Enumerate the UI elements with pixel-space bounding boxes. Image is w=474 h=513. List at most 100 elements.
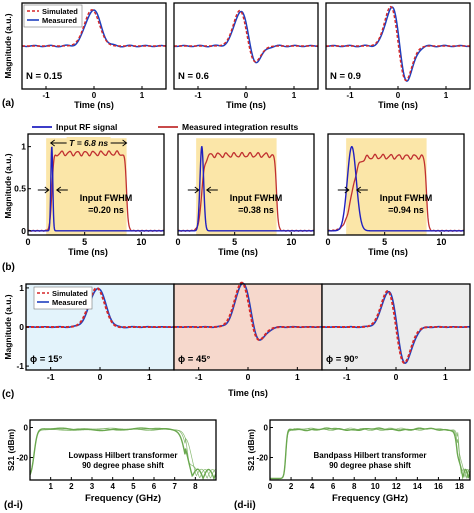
series-input bbox=[178, 146, 314, 232]
x-tick-label: 0 bbox=[98, 372, 103, 382]
fwhm-value: =0.94 ns bbox=[388, 205, 424, 215]
series-simulated bbox=[326, 5, 470, 82]
x-tick-label: 0 bbox=[394, 372, 399, 382]
ylabel: Magnitude (a.u.) bbox=[3, 153, 13, 218]
x-tick-label: -1 bbox=[42, 91, 50, 100]
x-tick-label: 5 bbox=[382, 237, 387, 247]
series-measured bbox=[173, 10, 319, 64]
x-tick-label: -1 bbox=[194, 91, 202, 100]
x-tick-label: -1 bbox=[47, 372, 55, 382]
annotation-title: Lowpass Hilbert transformer bbox=[69, 451, 178, 460]
xlabel: Frequency (GHz) bbox=[85, 493, 161, 504]
xlabel: Time (ns) bbox=[68, 247, 108, 257]
fwhm-arrow-right bbox=[205, 186, 218, 194]
plot-frame bbox=[177, 133, 315, 236]
x-tick-label: 4 bbox=[110, 482, 115, 491]
fwhm-arrow-left bbox=[37, 186, 50, 194]
x-tick-label: 5 bbox=[232, 237, 237, 247]
plot-frame bbox=[269, 419, 471, 481]
subplot-annotation: N = 0.15 bbox=[26, 71, 63, 82]
subplot-annotation: ϕ = 90° bbox=[326, 354, 359, 365]
x-tick-label: 1 bbox=[147, 372, 152, 382]
x-tick-label: 10 bbox=[286, 237, 296, 247]
series-simulated bbox=[174, 9, 318, 63]
panel-label: (a) bbox=[2, 98, 14, 109]
series-input bbox=[28, 146, 164, 232]
annotation-subtitle: 90 degree phase shift bbox=[329, 461, 411, 470]
fwhm-arrow-left bbox=[337, 186, 350, 194]
y-tick-label: -20 bbox=[256, 454, 268, 463]
series-s21 bbox=[29, 427, 217, 479]
plot-frame bbox=[29, 419, 217, 481]
legend-entry: Simulated bbox=[42, 7, 78, 16]
series-measured bbox=[325, 6, 471, 82]
x-tick-label: 10 bbox=[371, 482, 380, 491]
xlabel: Time (ns) bbox=[368, 247, 408, 257]
panel-b: Input RF signal Measured integration resu… bbox=[2, 122, 465, 273]
x-tick-label: 0 bbox=[246, 372, 251, 382]
x-tick-label: 14 bbox=[413, 482, 422, 491]
fwhm-label: Input FWHM bbox=[230, 193, 282, 203]
legend-entry: Simulated bbox=[52, 289, 88, 298]
x-tick-label: 2 bbox=[69, 482, 74, 491]
xlabel: Time (ns) bbox=[378, 100, 418, 110]
legend-entry: Measured bbox=[52, 298, 87, 307]
subplot-annotation: ϕ = 45° bbox=[178, 354, 211, 365]
legend-entry-input: Input RF signal bbox=[56, 122, 117, 132]
panel-label: (d-i) bbox=[4, 500, 23, 511]
x-tick-label: -1 bbox=[343, 372, 351, 382]
fwhm-arrow-right bbox=[355, 186, 368, 194]
x-tick-label: 5 bbox=[131, 482, 136, 491]
subplot-annotation: ϕ = 15° bbox=[30, 354, 63, 365]
x-tick-label: 4 bbox=[310, 482, 315, 491]
x-tick-label: 1 bbox=[444, 91, 449, 100]
x-tick-label: 1 bbox=[443, 372, 448, 382]
y-tick-label: 0 bbox=[19, 322, 24, 332]
y-tick-label: 0 bbox=[264, 424, 269, 433]
subplot-annotation: N = 0.6 bbox=[178, 71, 209, 82]
fwhm-arrow-right bbox=[55, 186, 68, 194]
fwhm-label: Input FWHM bbox=[380, 193, 432, 203]
x-tick-label: 0 bbox=[268, 482, 273, 491]
x-tick-label: 1 bbox=[295, 372, 300, 382]
y-tick-label: 0.5 bbox=[14, 184, 26, 194]
plot-frame bbox=[27, 133, 165, 236]
plot-frame bbox=[327, 133, 465, 236]
x-tick-label: 10 bbox=[436, 237, 446, 247]
x-tick-label: 0 bbox=[244, 91, 249, 100]
series-simulated bbox=[322, 290, 470, 364]
x-tick-label: -1 bbox=[195, 372, 203, 382]
x-tick-label: 0 bbox=[25, 237, 30, 247]
y-tick-label: -20 bbox=[16, 454, 28, 463]
series-s21 bbox=[270, 427, 471, 479]
x-tick-label: 10 bbox=[136, 237, 146, 247]
y-tick-label: -1 bbox=[16, 361, 24, 371]
annotation-title: Bandpass Hilbert transformer bbox=[314, 451, 427, 460]
fwhm-value: =0.38 ns bbox=[238, 205, 274, 215]
series-input bbox=[328, 145, 464, 232]
xlabel: Time (ns) bbox=[218, 247, 258, 257]
panel-label: (c) bbox=[2, 389, 14, 400]
x-tick-label: 6 bbox=[152, 482, 157, 491]
y-tick-label: 0 bbox=[21, 226, 26, 236]
fwhm-arrow-left bbox=[187, 186, 200, 194]
x-tick-label: 8 bbox=[193, 482, 198, 491]
xlabel: Time (ns) bbox=[226, 100, 266, 110]
series-measured bbox=[21, 9, 167, 48]
integration-window bbox=[346, 138, 427, 235]
window-annotation: T = 6.8 ns bbox=[69, 138, 108, 148]
xlabel: Time (ns) bbox=[74, 100, 114, 110]
x-tick-label: 3 bbox=[90, 482, 95, 491]
x-tick-label: 6 bbox=[331, 482, 336, 491]
x-tick-label: 1 bbox=[292, 91, 297, 100]
annotation-subtitle: 90 degree phase shift bbox=[82, 461, 164, 470]
x-tick-label: 2 bbox=[289, 482, 294, 491]
y-tick-label: 1 bbox=[21, 142, 26, 152]
fwhm-value: =0.20 ns bbox=[88, 205, 124, 215]
legend-entry-integration: Measured integration results bbox=[182, 122, 298, 132]
